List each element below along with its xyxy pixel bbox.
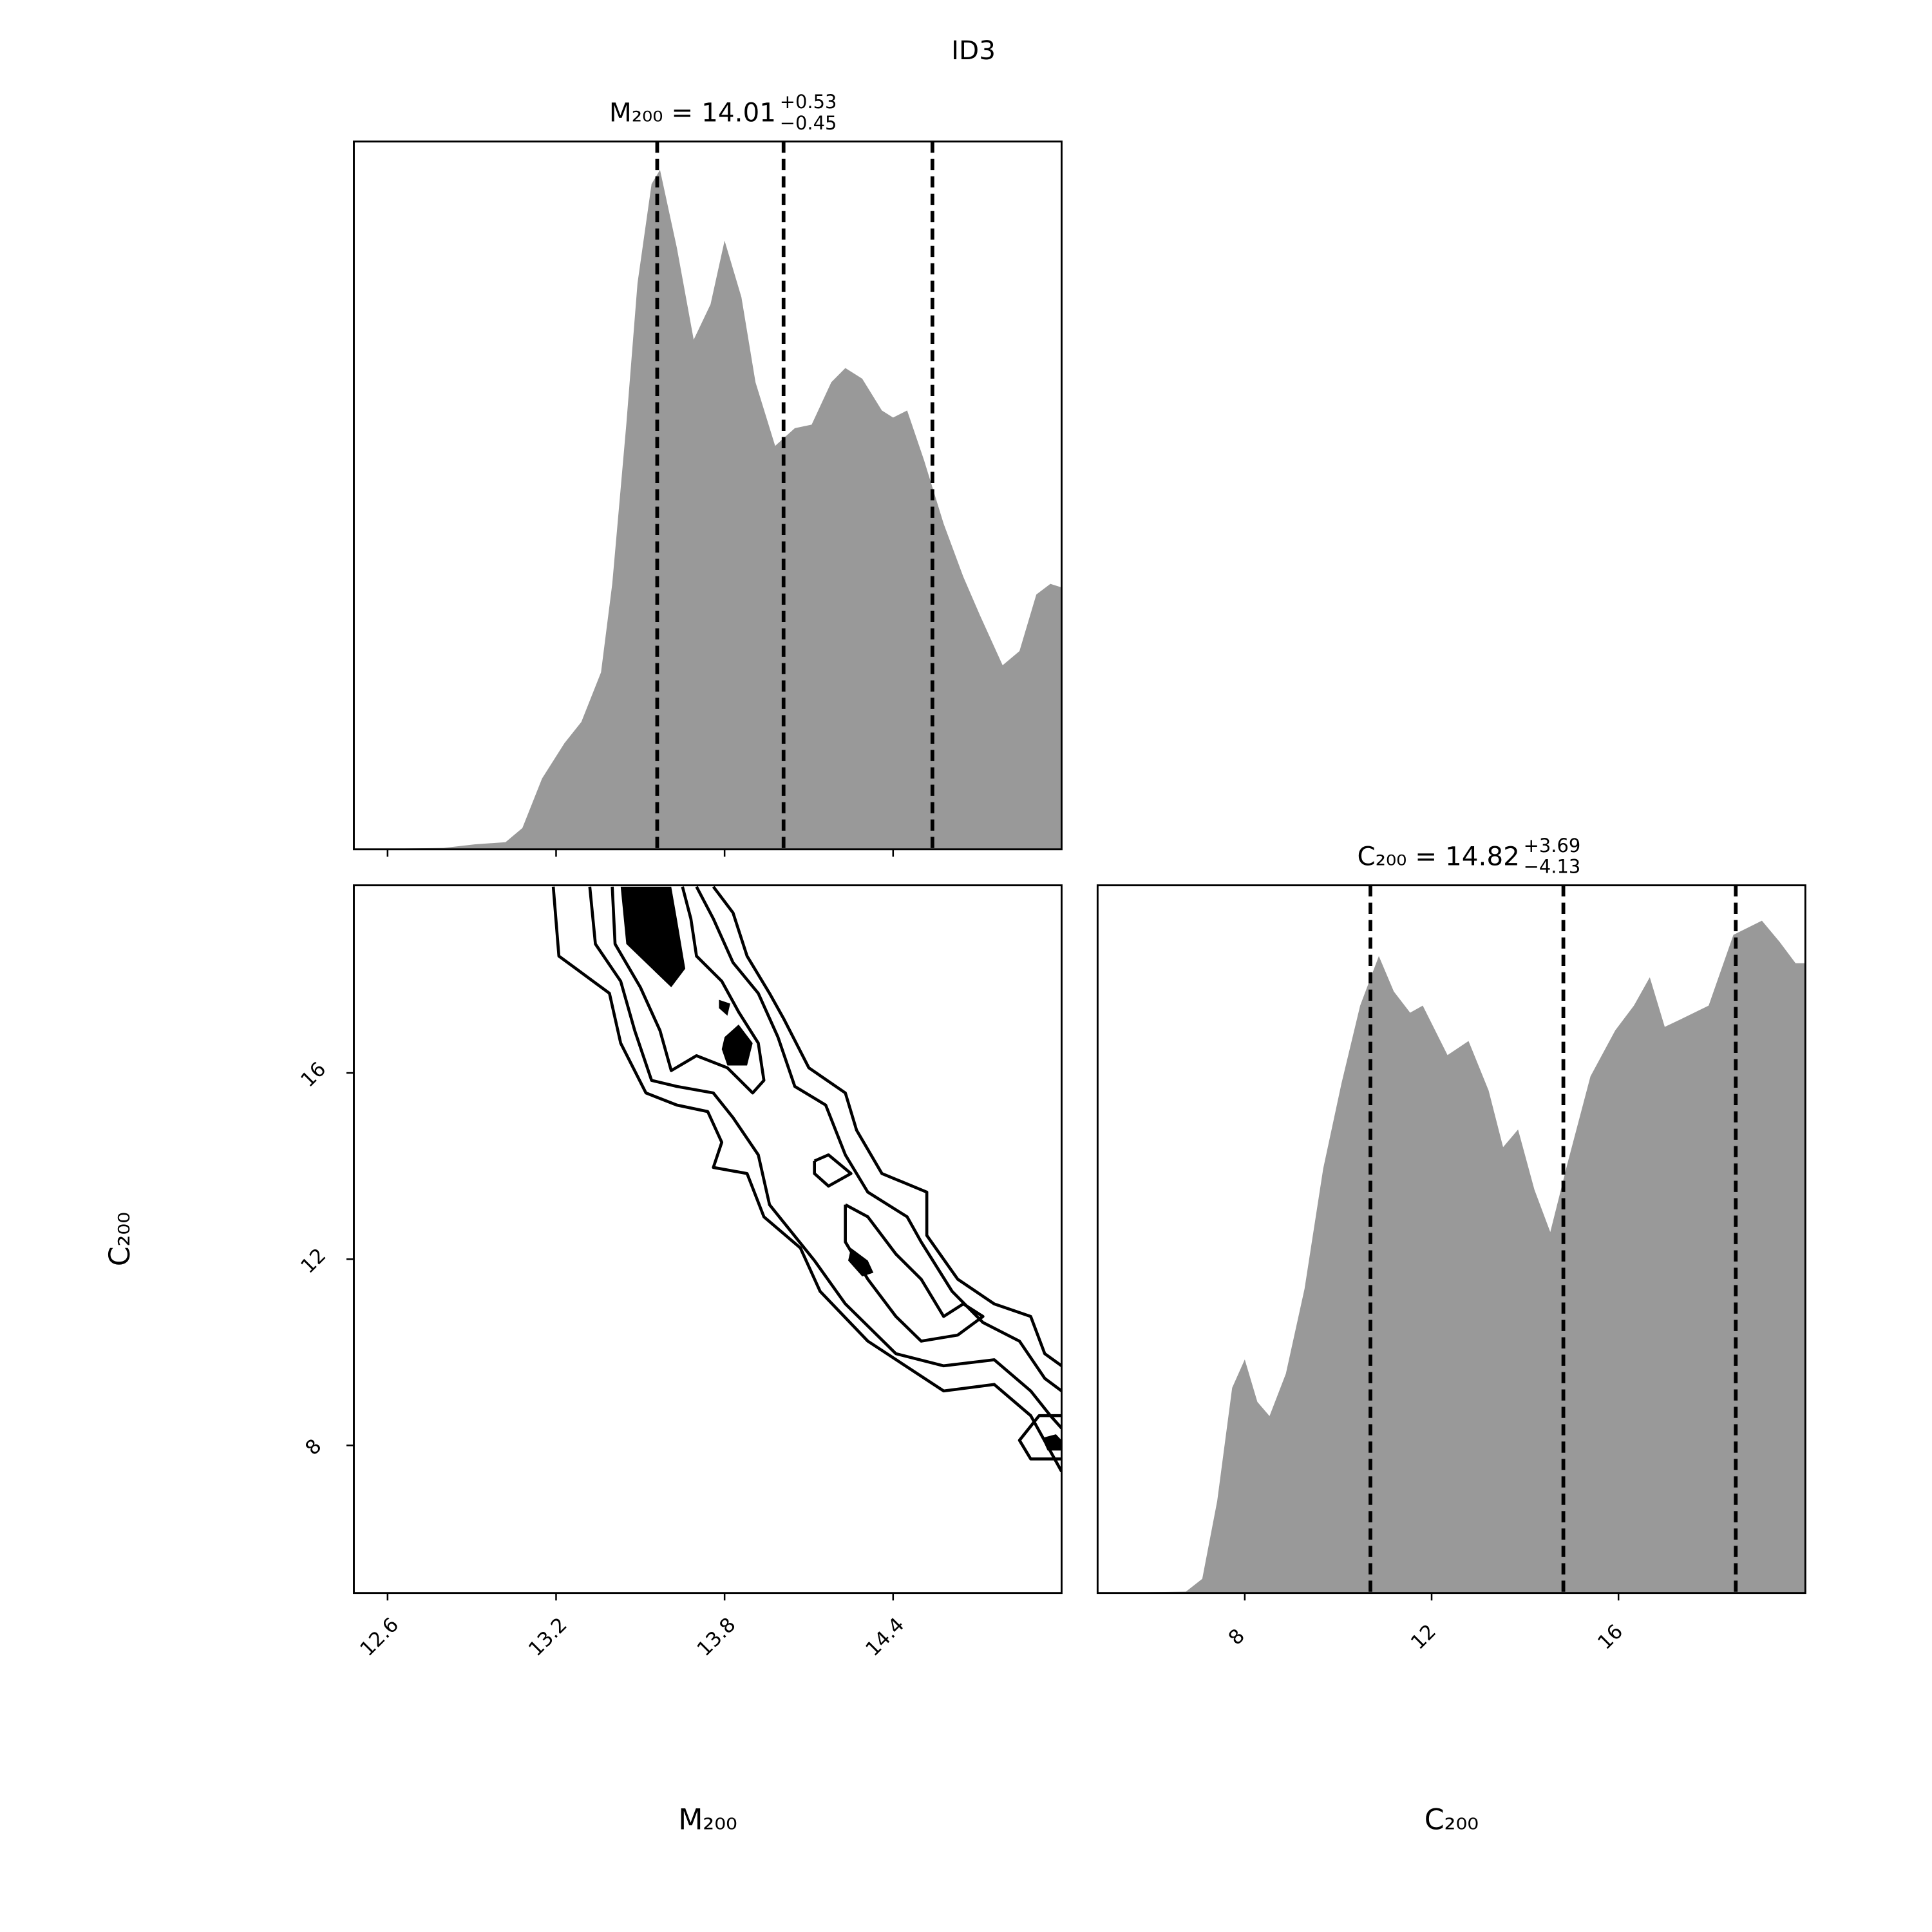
contour-line — [551, 886, 1062, 1473]
title-lower: −4.13 — [1524, 856, 1581, 878]
y-tick-label: 16 — [296, 1057, 330, 1092]
contour-line — [1018, 1414, 1062, 1461]
contour-fill — [721, 1024, 753, 1066]
panel: M₂₀₀ = 14.01 +0.53−0.45 — [353, 91, 1063, 857]
contour-fill — [620, 886, 686, 988]
x-tick-label: 13.2 — [524, 1613, 572, 1661]
panel-frame — [353, 884, 1063, 1595]
x-tick-label: 14.4 — [861, 1613, 909, 1661]
x-tick-label: 16 — [1593, 1620, 1627, 1654]
contour-line — [844, 1203, 985, 1343]
panel-frame — [1096, 884, 1806, 1595]
x-tick-label: 8 — [1224, 1624, 1249, 1649]
density-area — [354, 169, 1062, 849]
y-tick-label: 8 — [301, 1435, 326, 1460]
plot-area — [354, 141, 1062, 849]
title-lower: −0.45 — [780, 112, 837, 134]
panel: 12.6 13.2 13.8 14.4 8 12 16 M₂₀₀ C₂₀₀ — [104, 884, 1063, 1836]
y-tick-label: 12 — [296, 1244, 330, 1278]
contour-fill — [719, 999, 730, 1016]
title-upper: +0.53 — [780, 91, 837, 113]
panel-title: C₂₀₀ = 14.82 — [1357, 840, 1519, 871]
plot-area — [551, 886, 1062, 1473]
x-axis-label: M₂₀₀ — [678, 1803, 737, 1836]
x-tick-label: 12 — [1406, 1620, 1441, 1654]
density-area — [1097, 920, 1806, 1593]
contour-line — [813, 1153, 853, 1188]
plot-area — [1097, 885, 1806, 1593]
panel: 8 12 16 C₂₀₀ = 14.82 +3.69−4.13 C₂₀₀ — [1096, 835, 1806, 1836]
title-upper: +3.69 — [1524, 835, 1581, 857]
x-axis-label: C₂₀₀ — [1425, 1803, 1479, 1836]
contour-line — [588, 886, 1062, 1430]
x-tick-label: 13.8 — [693, 1613, 741, 1661]
panel-frame — [353, 140, 1063, 851]
y-axis-label: C₂₀₀ — [104, 1212, 137, 1266]
contour-line — [611, 886, 766, 1095]
x-tick-label: 12.6 — [355, 1613, 403, 1661]
panel-title: M₂₀₀ = 14.01 — [609, 97, 776, 128]
figure-title: ID3 — [951, 35, 996, 66]
